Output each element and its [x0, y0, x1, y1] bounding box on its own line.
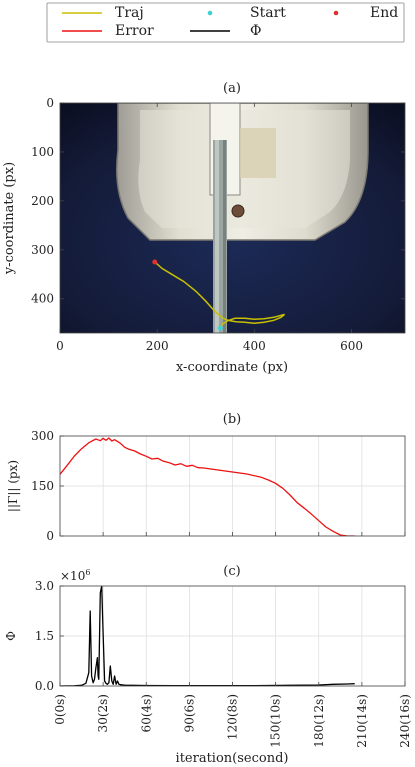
legend-label-traj: Traj	[115, 5, 144, 21]
panel-c-multiplier: ×106	[60, 568, 90, 583]
legend-swatch-end	[333, 10, 339, 16]
x-tick-label: 180(12s)	[312, 694, 326, 748]
x-tick-label: 400	[243, 339, 266, 353]
legend: Traj Start End Error Φ	[46, 2, 405, 43]
start-point	[217, 325, 223, 331]
traj-line	[154, 261, 285, 329]
y-tick-label: 3.0	[35, 579, 54, 593]
y-tick-label: 300	[31, 429, 54, 443]
panel-a-caption: (a)	[223, 81, 241, 96]
legend-label-start: Start	[250, 5, 286, 21]
panel-c-xlabel: iteration(second)	[176, 751, 289, 766]
x-tick-label: 30(2s)	[96, 694, 110, 732]
x-tick-label: 60(4s)	[139, 694, 153, 732]
legend-frame	[46, 2, 405, 43]
x-tick-label: 600	[340, 339, 363, 353]
panel-c-multiplier-base: ×10	[60, 569, 85, 583]
y-tick-label: 0.0	[35, 679, 54, 693]
x-tick-label: 240(16s)	[398, 694, 412, 748]
x-tick-label: 200	[146, 339, 169, 353]
x-tick-label: 120(8s)	[226, 694, 240, 740]
y-tick-label: 200	[31, 194, 54, 208]
panel-a-frame	[59, 102, 406, 334]
x-tick-label: 0(0s)	[53, 694, 67, 725]
y-tick-label: 100	[31, 145, 54, 159]
x-tick-label: 90(6s)	[182, 694, 196, 732]
legend-label-end: End	[370, 5, 398, 21]
y-tick-label: 150	[31, 479, 54, 493]
panel-a-ylabel: y-coordinate (px)	[2, 162, 17, 275]
legend-label-phi: Φ	[250, 23, 261, 39]
x-tick-label: 150(10s)	[269, 694, 283, 748]
y-tick-label: 400	[31, 292, 54, 306]
panel-c-caption: (c)	[223, 564, 240, 579]
panel-b-ylabel: ||Γ|| (px)	[6, 460, 20, 512]
panel-c-multiplier-exp: 6	[85, 568, 90, 577]
legend-label-error: Error	[115, 23, 154, 39]
x-tick-label: 0	[56, 339, 64, 353]
screw	[231, 204, 245, 218]
camera-image	[60, 103, 405, 333]
panel-b-caption: (b)	[223, 412, 241, 427]
x-tick-label: 210(14s)	[355, 694, 369, 748]
y-tick-label: 1.5	[35, 629, 54, 643]
end-point	[152, 259, 158, 265]
legend-swatch-start	[207, 10, 213, 16]
y-tick-label: 0	[46, 529, 54, 543]
series-line	[60, 437, 355, 536]
panel-a-xlabel: x-coordinate (px)	[176, 360, 288, 375]
bracket-plate	[240, 128, 276, 178]
y-tick-label: 0	[46, 96, 54, 110]
y-tick-label: 300	[31, 243, 54, 257]
panel-c-ylabel: Φ	[4, 631, 18, 641]
